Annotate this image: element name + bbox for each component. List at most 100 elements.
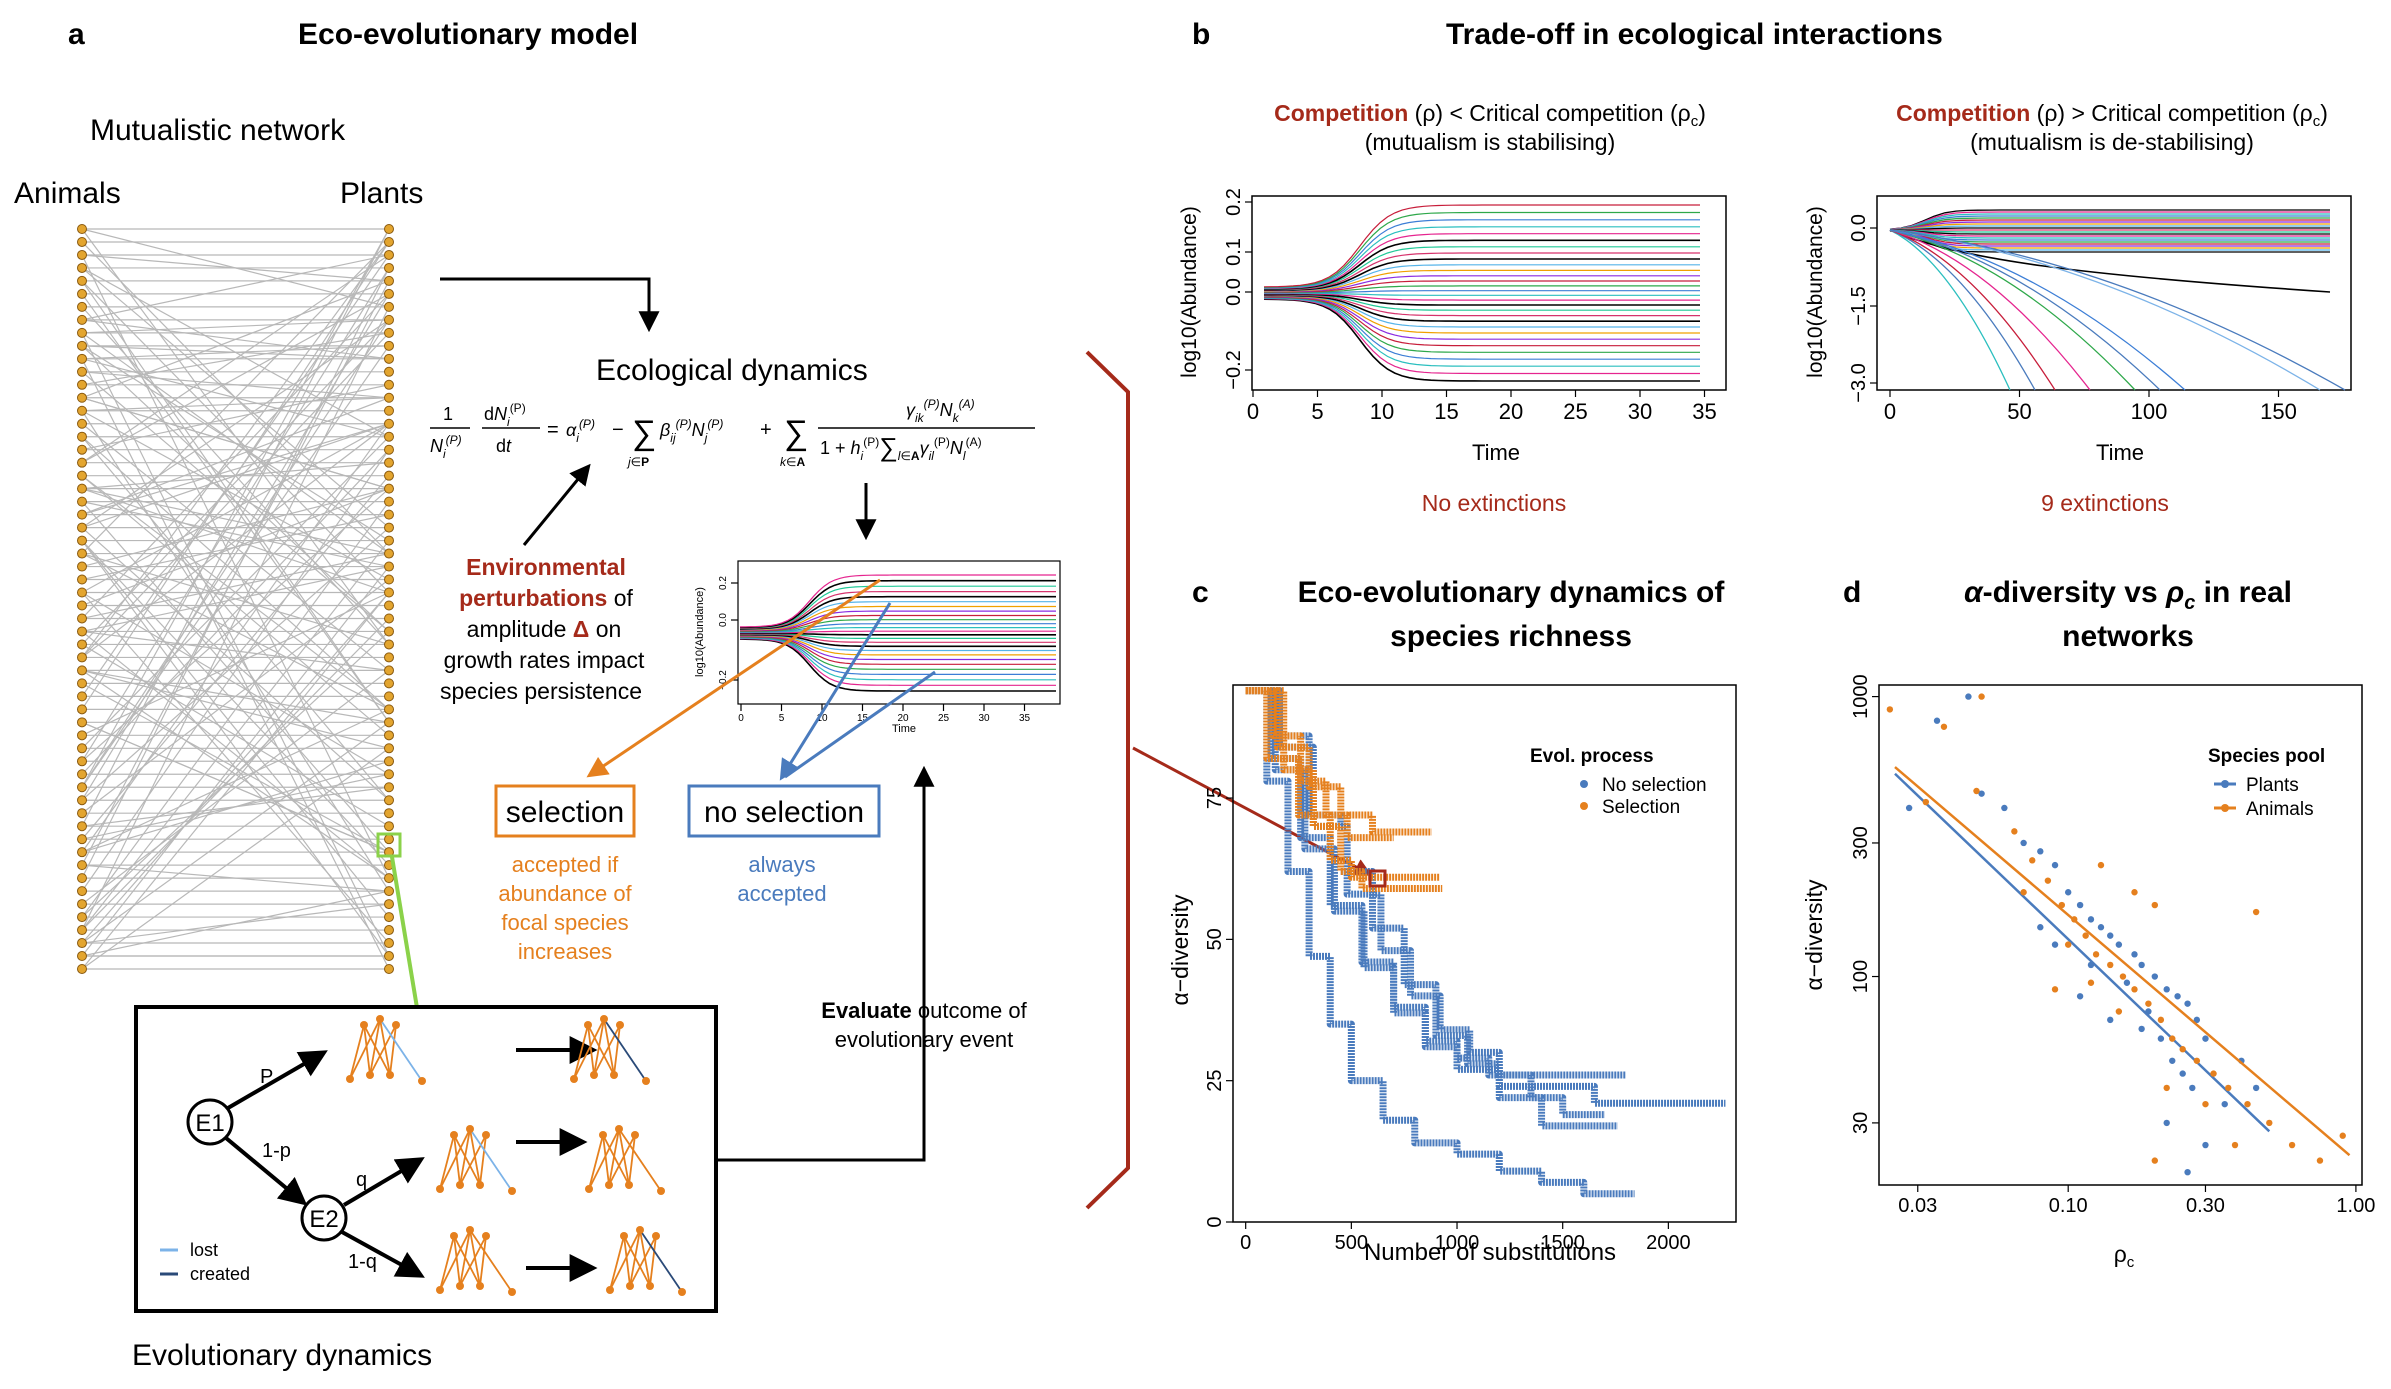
network-edge bbox=[81, 280, 390, 399]
network-edge bbox=[81, 293, 390, 619]
mini-edge bbox=[453, 1134, 481, 1186]
d-point-animals bbox=[2097, 861, 2105, 869]
plant-node bbox=[384, 951, 394, 962]
mini-node bbox=[456, 1181, 464, 1189]
b-right-line bbox=[1889, 209, 2330, 230]
inset-x-ticks: 0 5 10 15 20 25 30 35 bbox=[738, 704, 1030, 724]
b-left-line bbox=[1263, 296, 1700, 347]
b-left-line bbox=[1264, 252, 1700, 291]
b-left-line bbox=[1264, 295, 1700, 328]
inset-line bbox=[740, 623, 1056, 633]
panel-b-title: Trade-off in ecological interactions bbox=[1446, 18, 1943, 51]
animal-node bbox=[77, 665, 87, 676]
mini-node bbox=[616, 1021, 624, 1029]
plant-node bbox=[384, 366, 394, 377]
mini-node bbox=[466, 1125, 474, 1133]
d-point-plants bbox=[2151, 973, 2159, 980]
b-left-line bbox=[1264, 293, 1700, 311]
d-point-animals bbox=[2087, 979, 2095, 986]
d-x-tick-label: 0.10 bbox=[2049, 1195, 2088, 1217]
animal-node bbox=[77, 639, 87, 650]
animal-node bbox=[77, 275, 87, 286]
b-left-outcome: No extinctions bbox=[1422, 490, 1566, 516]
c-x-tick-label: 1000 bbox=[1435, 1232, 1480, 1254]
network-edge bbox=[81, 267, 390, 762]
d-point-animals bbox=[2107, 961, 2114, 969]
plant-node bbox=[384, 600, 394, 611]
c-legend-title: Evol. process bbox=[1530, 746, 1654, 767]
inset-abundance-plot: log10(Abundance) −0.2 0.0 0.2 0 5 10 15 20 25 30… bbox=[694, 560, 1061, 735]
mini-edge bbox=[453, 1235, 481, 1287]
animal-node bbox=[77, 327, 87, 338]
b-right-line bbox=[1889, 219, 2330, 231]
d-point-plants bbox=[2202, 1035, 2209, 1042]
plant-node bbox=[384, 496, 394, 507]
red-bracket bbox=[1085, 350, 1130, 1210]
d-legend-title: Species pool bbox=[2208, 746, 2325, 767]
d-point-plants bbox=[1965, 693, 1972, 700]
plant-node bbox=[384, 327, 394, 338]
network-edge bbox=[81, 241, 390, 554]
plant-node bbox=[384, 392, 394, 403]
plant-node bbox=[384, 639, 394, 650]
d-point-animals bbox=[2157, 1016, 2165, 1024]
panel-a-title: Eco-evolutionary model bbox=[298, 18, 638, 51]
animal-node bbox=[77, 262, 87, 273]
b-left-x-tick-label: 0 bbox=[1247, 399, 1259, 424]
svg-text:species persistence: species persistence bbox=[440, 678, 642, 704]
animal-node bbox=[77, 860, 87, 871]
d-point-animals bbox=[2316, 1157, 2324, 1164]
b-right-line bbox=[1889, 229, 2330, 237]
inset-y-tick-label: −0.2 bbox=[718, 670, 729, 690]
b-left-x-tick-label: 5 bbox=[1311, 399, 1323, 424]
network-edge bbox=[81, 345, 390, 788]
mini-edge bbox=[588, 1134, 604, 1190]
network-edge bbox=[81, 319, 390, 529]
d-point-animals bbox=[1940, 723, 1948, 730]
d-point-plants bbox=[2189, 1084, 2196, 1092]
network-edge bbox=[81, 228, 390, 827]
d-point-plants bbox=[2184, 1168, 2191, 1176]
c-x-tick-label: 0 bbox=[1240, 1232, 1251, 1254]
plant-node bbox=[384, 808, 394, 819]
mini-edge bbox=[469, 1128, 513, 1192]
mini-node bbox=[620, 1232, 628, 1240]
mini-node bbox=[450, 1232, 458, 1240]
d-point-animals bbox=[2225, 1084, 2232, 1092]
inset-y-tick-label: 0.2 bbox=[718, 576, 729, 590]
b-left-x-tick-label: 35 bbox=[1692, 399, 1716, 424]
d-point-animals bbox=[2231, 1141, 2239, 1149]
network-title: Mutualistic network bbox=[90, 114, 346, 147]
b-left-x-tick-label: 20 bbox=[1499, 399, 1523, 424]
no-selection-label: no selection bbox=[704, 796, 864, 829]
animal-node bbox=[77, 951, 87, 962]
c-highlight-square bbox=[1368, 869, 1387, 888]
mini-edge bbox=[439, 1235, 455, 1291]
b-left-xlabel: Time bbox=[1472, 440, 1520, 465]
panel-d: d α-diversity vs ρc in real networks 0.0… bbox=[1801, 576, 2375, 1271]
animal-node bbox=[77, 756, 87, 767]
d-legend: Species pool Plants Animals bbox=[2208, 746, 2325, 820]
animal-node bbox=[77, 288, 87, 299]
plant-node bbox=[384, 548, 394, 559]
mini-node bbox=[642, 1077, 650, 1085]
animal-node bbox=[77, 782, 87, 793]
mini-edge bbox=[349, 1018, 381, 1080]
mini-node bbox=[436, 1286, 444, 1294]
d-point-animals bbox=[2163, 1084, 2170, 1092]
mini-edge bbox=[639, 1229, 683, 1293]
mini-edge bbox=[479, 1134, 487, 1186]
inset-x-tick-label: 10 bbox=[816, 713, 828, 724]
svg-text:1 + hi(P)∑l∈Aγil(P)Nl(A): 1 + hi(P)∑l∈Aγil(P)Nl(A) bbox=[820, 432, 982, 463]
selection-description: accepted if abundance of focal species i… bbox=[498, 852, 632, 964]
mini-node bbox=[376, 1015, 384, 1023]
b-left-line bbox=[1263, 264, 1700, 292]
animal-node bbox=[77, 717, 87, 728]
network-edge bbox=[81, 449, 390, 775]
d-point-animals bbox=[2244, 1100, 2251, 1108]
b-left-axes: 0 5 10 15 20 25 30 35 −0.2 0.0 0.1 0.2 bbox=[1223, 188, 1717, 424]
b-right-series bbox=[1889, 209, 2346, 391]
d-point-plants bbox=[2138, 1025, 2145, 1033]
plant-node bbox=[384, 938, 394, 949]
network-edge bbox=[81, 436, 390, 749]
